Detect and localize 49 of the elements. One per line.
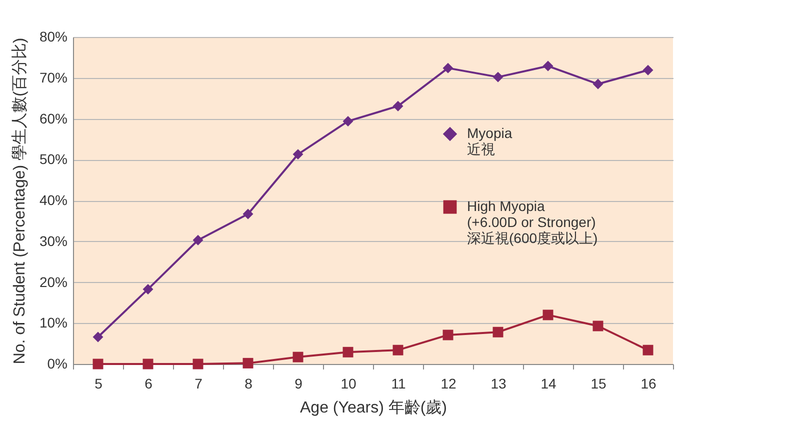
point: [92, 332, 104, 342]
point: [192, 234, 204, 246]
x-tick-label: 9: [294, 376, 303, 392]
point: [192, 358, 204, 370]
y-tick-label: 0%: [47, 356, 68, 372]
y-tick-label: 60%: [39, 110, 68, 126]
point: [542, 60, 554, 72]
y-tick-label: 30%: [39, 232, 68, 249]
point: [292, 352, 304, 362]
x-tick-label: 7: [194, 376, 203, 392]
point: [592, 320, 604, 332]
point: [442, 330, 454, 340]
x-tick-label: 14: [540, 376, 556, 392]
y-axis-title: No. of Student (Percentage) 學生人數(百分比): [10, 38, 28, 364]
point: [342, 116, 354, 126]
y-tick-label: 80%: [39, 28, 68, 44]
legend-label: High Myopia (+6.00D or Stronger) 深近視(600度或以上): [467, 198, 598, 246]
point: [442, 62, 454, 74]
point: [392, 100, 404, 112]
x-tick-label: 6: [144, 376, 153, 392]
point: [492, 326, 504, 338]
x-axis-title: Age (Years) 年齡(歲): [300, 398, 447, 416]
point: [642, 344, 654, 356]
x-tick-label: 8: [244, 376, 253, 392]
point: [142, 284, 154, 294]
x-tick-label: 16: [640, 376, 656, 392]
point: [592, 78, 604, 90]
point: [242, 208, 254, 220]
point: [242, 358, 254, 368]
y-tick-label: 40%: [39, 192, 68, 208]
x-tick-label: 10: [340, 376, 356, 392]
x-tick-label: 13: [490, 376, 506, 392]
point: [142, 358, 154, 370]
point: [542, 310, 554, 320]
y-tick-label: 70%: [39, 69, 68, 86]
y-tick-label: 50%: [39, 151, 68, 168]
y-tick-label: 10%: [39, 314, 68, 331]
x-tick-label: 5: [94, 376, 103, 392]
point: [342, 346, 354, 358]
point: [92, 358, 104, 370]
point: [642, 64, 654, 76]
y-tick-label: 20%: [39, 274, 68, 290]
point: [392, 344, 404, 356]
x-tick-label: 15: [590, 376, 606, 392]
point: [292, 149, 304, 160]
x-tick-label: 11: [391, 376, 406, 392]
point: [492, 72, 504, 82]
x-tick-label: 12: [440, 376, 456, 392]
legend-label: Myopia 近視: [467, 125, 512, 157]
